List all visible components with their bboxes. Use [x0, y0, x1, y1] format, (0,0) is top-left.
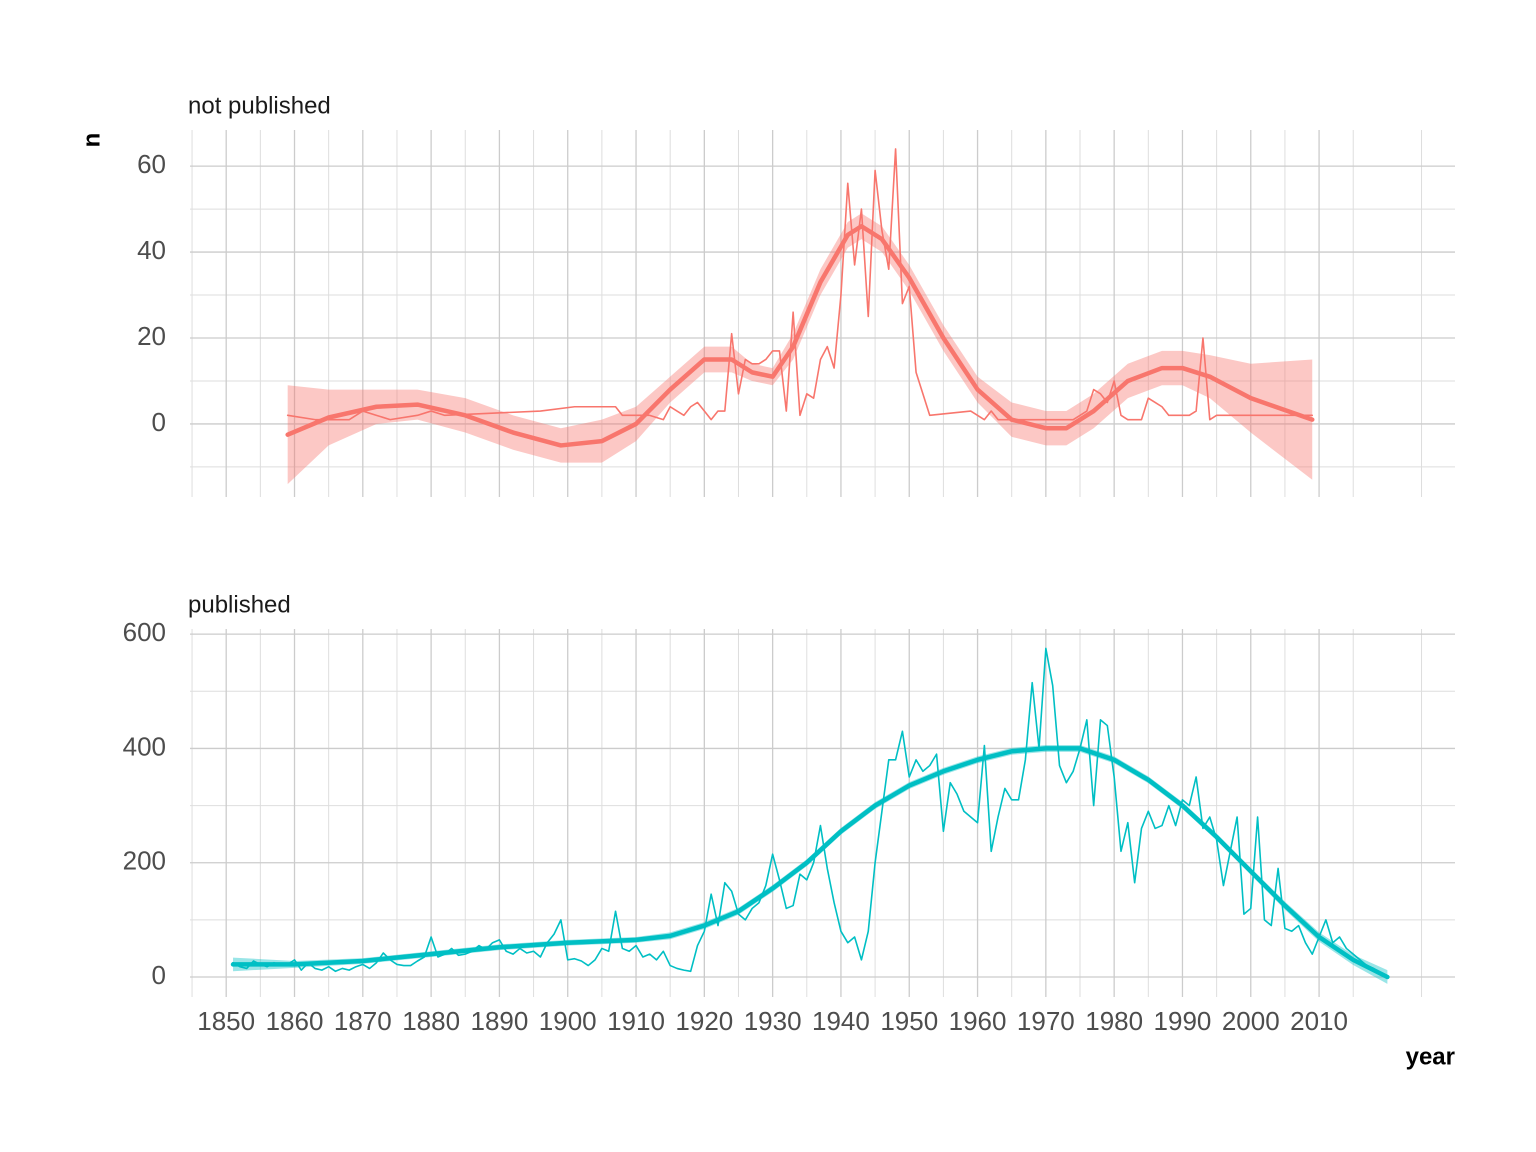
x-tick-label: 1970 — [1017, 1006, 1075, 1036]
x-tick-label: 1930 — [744, 1006, 802, 1036]
x-tick-label: 1980 — [1085, 1006, 1143, 1036]
x-tick-label: 1910 — [607, 1006, 665, 1036]
y-axis-title: n — [78, 133, 105, 148]
x-tick-label: 1920 — [675, 1006, 733, 1036]
x-tick-label: 1890 — [470, 1006, 528, 1036]
facet-title: not published — [188, 92, 331, 119]
x-tick-label: 1960 — [949, 1006, 1007, 1036]
y-tick-label: 400 — [123, 731, 166, 761]
y-tick-label: 0 — [152, 407, 166, 437]
x-tick-label: 1940 — [812, 1006, 870, 1036]
confidence-band — [287, 213, 1313, 485]
x-tick-label: 1900 — [539, 1006, 597, 1036]
x-tick-label: 1880 — [402, 1006, 460, 1036]
y-tick-label: 0 — [152, 960, 166, 990]
facet-title: published — [188, 591, 291, 618]
x-tick-label: 2000 — [1222, 1006, 1280, 1036]
smooth-line — [230, 746, 1390, 980]
x-tick-label: 1990 — [1154, 1006, 1212, 1036]
y-tick-label: 200 — [123, 846, 166, 876]
x-tick-label: 1870 — [334, 1006, 392, 1036]
x-tick-label: 1850 — [197, 1006, 255, 1036]
y-tick-label: 60 — [137, 149, 166, 179]
y-tick-label: 20 — [137, 321, 166, 351]
x-tick-label: 2010 — [1290, 1006, 1348, 1036]
x-tick-label: 1950 — [880, 1006, 938, 1036]
y-tick-label: 40 — [137, 235, 166, 265]
x-axis-title: year — [1406, 1043, 1455, 1070]
smooth-line — [285, 224, 1315, 448]
y-tick-label: 600 — [123, 617, 166, 647]
x-tick-label: 1860 — [266, 1006, 324, 1036]
